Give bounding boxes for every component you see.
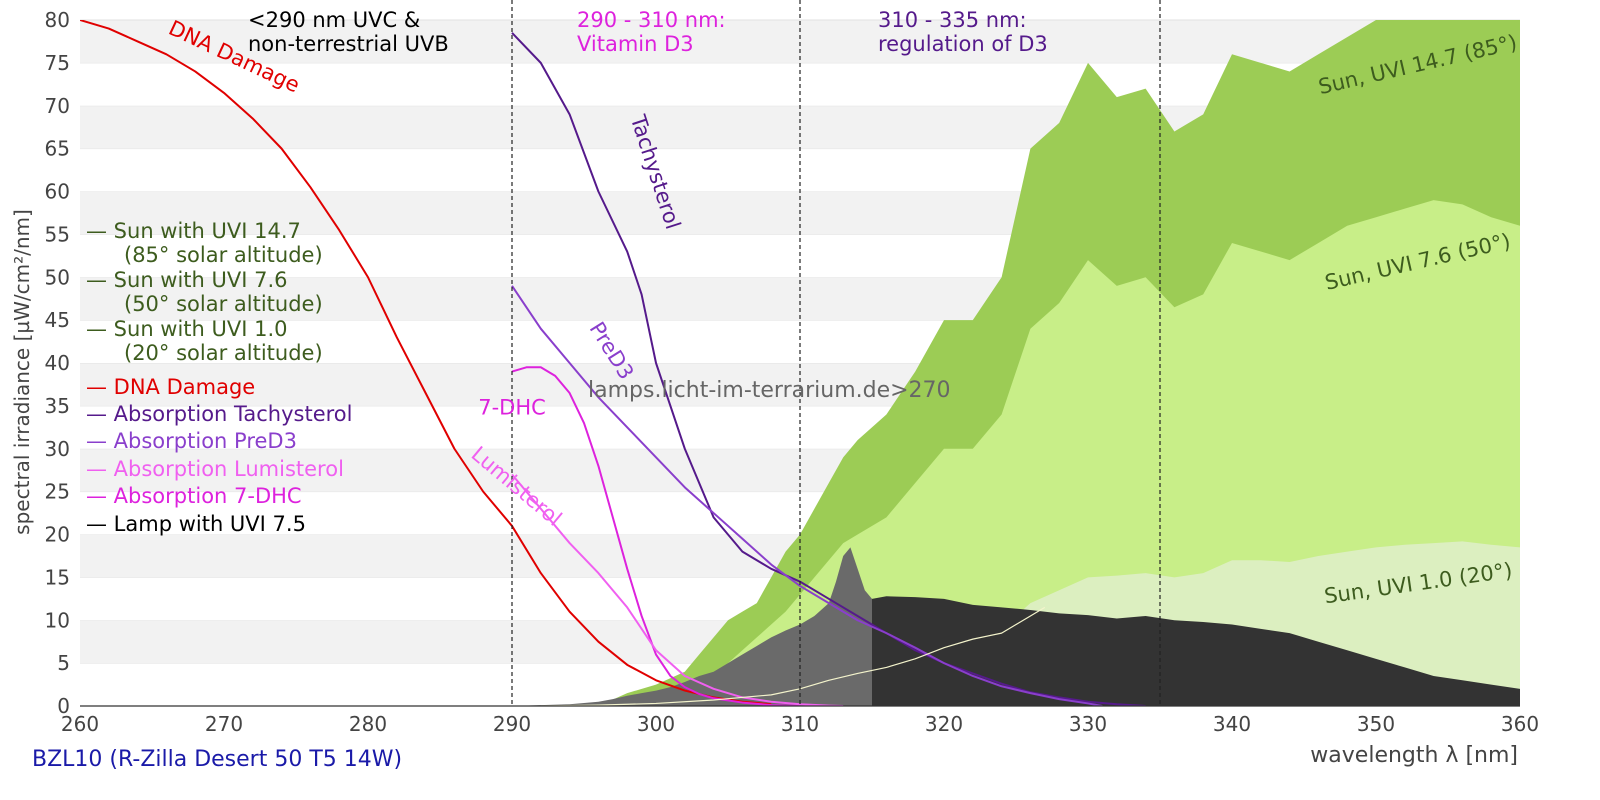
chart-caption: BZL10 (R-Zilla Desert 50 T5 14W) xyxy=(32,747,402,772)
y-axis-label: spectral irradiance [µW/cm²/nm] xyxy=(10,209,34,535)
legend-item-line: — Sun with UVI 7.6 xyxy=(86,268,288,292)
y-tick-label: 75 xyxy=(45,51,70,75)
region-label: 290 - 310 nm:Vitamin D3 xyxy=(577,8,726,56)
y-tick-label: 35 xyxy=(45,394,70,418)
x-tick-labels: 260 270 280 290 300 310 320 330 340 350 360 xyxy=(61,712,1539,736)
grid-band xyxy=(80,20,1520,63)
x-tick-label: 270 xyxy=(205,712,243,736)
x-tick-label: 280 xyxy=(349,712,387,736)
legend-item: — Lamp with UVI 7.5 xyxy=(86,512,306,536)
line-lumisterol xyxy=(511,473,844,706)
legend-item-line: (20° solar altitude) xyxy=(124,341,323,365)
region-label-line: 310 - 335 nm: xyxy=(878,8,1027,32)
area-lamp-with-uvi-7-5-uvc-uvb-part xyxy=(512,547,872,706)
y-tick-label: 80 xyxy=(45,8,70,32)
y-tick-labels: 0 5 10 15 20 25 30 35 40 45 50 55 60 65 70 75 80 xyxy=(45,8,70,718)
legend-item-line: — Sun with UVI 14.7 xyxy=(86,219,301,243)
region-dividers xyxy=(511,0,1161,706)
y-tick-label: 5 xyxy=(57,651,70,675)
x-tick-label: 340 xyxy=(1213,712,1251,736)
legend-item: — Absorption 7-DHC xyxy=(86,484,302,508)
y-tick-label: 65 xyxy=(45,137,70,161)
region-label-line: regulation of D3 xyxy=(878,32,1048,56)
x-tick-label: 290 xyxy=(493,712,531,736)
legend-item: — Absorption Tachysterol xyxy=(86,402,352,426)
legend-item: — Sun with UVI 14.7(85° solar altitude) xyxy=(86,219,323,267)
x-axis-label: wavelength λ [nm] xyxy=(1310,743,1518,768)
line-pred3 xyxy=(511,285,1103,706)
legend-item-line: (85° solar altitude) xyxy=(124,243,323,267)
legend-item-line: — Lamp with UVI 7.5 xyxy=(86,512,306,536)
watermark: lamps.licht-im-terrarium.de>270 xyxy=(588,378,951,403)
y-tick-label: 20 xyxy=(45,523,70,547)
y-tick-label: 50 xyxy=(45,265,70,289)
x-tick-label: 330 xyxy=(1069,712,1107,736)
region-label-line: <290 nm UVC & xyxy=(248,8,420,32)
y-tick-label: 40 xyxy=(45,351,70,375)
region-label: <290 nm UVC &non-terrestrial UVB xyxy=(248,8,449,56)
y-tick-label: 30 xyxy=(45,437,70,461)
x-tick-label: 300 xyxy=(637,712,675,736)
line-series xyxy=(80,20,1146,706)
region-label: 310 - 335 nm:regulation of D3 xyxy=(878,8,1048,56)
y-tick-label: 70 xyxy=(45,94,70,118)
legend-item-line: — Absorption Lumisterol xyxy=(86,457,344,481)
legend-item: — DNA Damage xyxy=(86,375,255,399)
region-label-line: 290 - 310 nm: xyxy=(577,8,726,32)
legend-item: — Absorption Lumisterol xyxy=(86,457,344,481)
legend-item-line: — Absorption Tachysterol xyxy=(86,402,352,426)
legend-item: — Sun with UVI 7.6(50° solar altitude) xyxy=(86,268,323,316)
y-tick-label: 0 xyxy=(57,694,70,718)
y-tick-label: 25 xyxy=(45,480,70,504)
region-label-line: Vitamin D3 xyxy=(577,32,694,56)
line-dna-damage xyxy=(80,20,772,706)
y-tick-label: 15 xyxy=(45,565,70,589)
region-labels: <290 nm UVC &non-terrestrial UVB 290 - 31… xyxy=(248,8,1048,56)
legend: — Sun with UVI 14.7(85° solar altitude)—… xyxy=(86,219,352,536)
y-tick-label: 45 xyxy=(45,308,70,332)
legend-item-line: — DNA Damage xyxy=(86,375,255,399)
legend-item-line: (50° solar altitude) xyxy=(124,292,323,316)
x-tick-label: 260 xyxy=(61,712,99,736)
y-tick-label: 55 xyxy=(45,222,70,246)
x-tick-label: 350 xyxy=(1357,712,1395,736)
series-label-7-dhc: 7-DHC xyxy=(478,395,546,419)
y-tick-label: 10 xyxy=(45,608,70,632)
legend-item-line: — Absorption PreD3 xyxy=(86,429,297,453)
region-label-line: non-terrestrial UVB xyxy=(248,32,449,56)
legend-item-line: — Sun with UVI 1.0 xyxy=(86,317,288,341)
area-series xyxy=(512,20,1520,706)
legend-item: — Absorption PreD3 xyxy=(86,429,297,453)
area-lamp-with-uvi-7-5-uva-part xyxy=(872,596,1520,706)
y-tick-label: 60 xyxy=(45,180,70,204)
line-lamp-with-uvi-7-5 xyxy=(540,606,1046,706)
x-tick-label: 310 xyxy=(781,712,819,736)
x-tick-label: 360 xyxy=(1501,712,1539,736)
legend-item-line: — Absorption 7-DHC xyxy=(86,484,302,508)
legend-item: — Sun with UVI 1.0(20° solar altitude) xyxy=(86,317,323,365)
x-tick-label: 320 xyxy=(925,712,963,736)
